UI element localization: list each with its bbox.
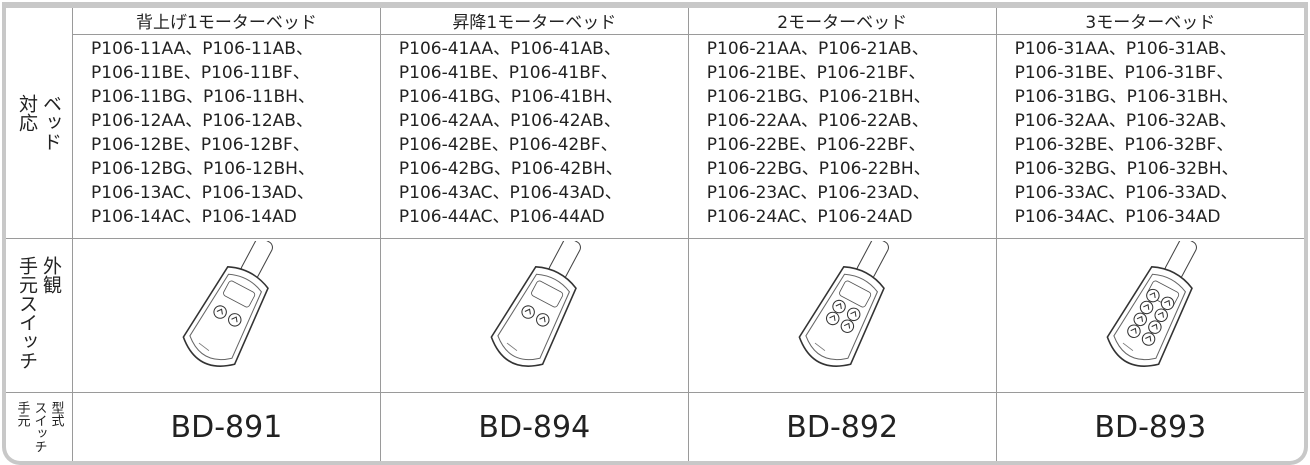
row-label: 手元 スイッチ 型式 <box>6 392 73 461</box>
remote-image <box>995 237 1304 394</box>
model-line: P106-32BG、P106-32BH、 <box>1014 158 1239 179</box>
models-row: P106-11AA、P106-11AB、 P106-11BE、P106-11BF、… <box>6 33 1304 239</box>
remote-illustration <box>182 237 274 367</box>
vertical-label: 手元スイッチ 外観 <box>16 256 62 370</box>
model-line: P106-41AA、P106-41AB、 <box>398 38 621 59</box>
model-line: P106-21BG、P106-21BH、 <box>706 86 931 107</box>
label-column: 手元スイッチ <box>16 256 38 371</box>
model-line: P106-42BG、P106-42BH、 <box>398 158 623 179</box>
model-line: P106-33AC、P106-33AD、 <box>1014 182 1238 203</box>
model-line: P106-41BG、P106-41BH、 <box>398 86 623 107</box>
model-line: P106-43AC、P106-43AD、 <box>398 182 622 203</box>
remote-illustration <box>1106 237 1198 367</box>
image-row: 手元スイッチ 外観 <box>6 237 1304 394</box>
model-line: P106-11AA、P106-11AB、 <box>91 38 313 59</box>
column-header: 3モーターベッド <box>995 8 1304 35</box>
remote-illustration <box>798 237 890 367</box>
model-list: P106-21AA、P106-21AB、 P106-21BE、P106-21BF、… <box>687 33 997 239</box>
model-line: P106-42BE、P106-42BF、 <box>398 134 618 155</box>
remote-image <box>687 237 997 394</box>
column-header: 昇降1モーターベッド <box>379 8 689 35</box>
model-line: P106-22BE、P106-22BF、 <box>706 134 926 155</box>
model-line: P106-32BE、P106-32BF、 <box>1014 134 1234 155</box>
model-list: P106-31AA、P106-31AB、 P106-31BE、P106-31BF、… <box>995 33 1304 239</box>
label-column: ベッド <box>40 94 62 152</box>
model-line: P106-31BG、P106-31BH、 <box>1014 86 1239 107</box>
model-line: P106-23AC、P106-23AD、 <box>706 182 930 203</box>
label-column: 対応 <box>16 94 38 133</box>
code-row: 手元 スイッチ 型式 BD-891 BD-894 BD-892 BD-893 <box>6 392 1304 461</box>
model-list: P106-41AA、P106-41AB、 P106-41BE、P106-41BF、… <box>379 33 689 239</box>
column-header: 背上げ1モーターベッド <box>72 8 381 35</box>
column-header: 2モーターベッド <box>687 8 997 35</box>
model-line: P106-21AA、P106-21AB、 <box>706 38 929 59</box>
model-line: P106-22AA、P106-22AB、 <box>706 110 929 131</box>
model-line: P106-14AC、P106-14AD <box>91 206 297 227</box>
model-line: P106-31AA、P106-31AB、 <box>1014 38 1237 59</box>
model-line: P106-12BE、P106-12BF、 <box>91 134 310 155</box>
model-line: P106-24AC、P106-24AD <box>706 206 913 227</box>
label-column: 型式 <box>48 401 64 428</box>
remote-illustration <box>490 237 582 367</box>
model-line: P106-41BE、P106-41BF、 <box>398 62 618 83</box>
model-line: P106-44AC、P106-44AD <box>398 206 605 227</box>
row-label: 手元スイッチ 外観 <box>6 237 73 394</box>
label-column: スイッチ <box>31 401 47 454</box>
model-line: P106-32AA、P106-32AB、 <box>1014 110 1237 131</box>
model-code: BD-893 <box>995 392 1304 461</box>
remote-image <box>379 237 689 394</box>
model-code: BD-894 <box>379 392 689 461</box>
header-row: 対応 ベッド 背上げ1モーターベッド 昇降1モーターベッド 2モーターベッド 3モーターベ… <box>6 8 1304 239</box>
label-column: 手元 <box>14 401 30 428</box>
model-list: P106-11AA、P106-11AB、 P106-11BE、P106-11BF、… <box>72 33 381 239</box>
model-line: P106-12BG、P106-12BH、 <box>91 158 315 179</box>
vertical-label: 手元 スイッチ 型式 <box>15 401 64 453</box>
vertical-label: 対応 ベッド <box>16 94 62 151</box>
model-line: P106-34AC、P106-34AD <box>1014 206 1221 227</box>
model-line: P106-22BG、P106-22BH、 <box>706 158 931 179</box>
spec-table: 対応 ベッド 背上げ1モーターベッド 昇降1モーターベッド 2モーターベッド 3モーターベ… <box>6 8 1304 461</box>
model-code: BD-892 <box>687 392 997 461</box>
model-line: P106-11BG、P106-11BH、 <box>91 86 315 107</box>
model-line: P106-31BE、P106-31BF、 <box>1014 62 1234 83</box>
model-line: P106-13AC、P106-13AD、 <box>91 182 314 203</box>
row-label: 対応 ベッド <box>6 8 73 239</box>
model-code: BD-891 <box>72 392 381 461</box>
model-line: P106-11BE、P106-11BF、 <box>91 62 310 83</box>
model-line: P106-21BE、P106-21BF、 <box>706 62 926 83</box>
model-line: P106-42AA、P106-42AB、 <box>398 110 621 131</box>
remote-image <box>72 237 381 394</box>
model-line: P106-12AA、P106-12AB、 <box>91 110 313 131</box>
label-column: 外観 <box>40 256 62 295</box>
